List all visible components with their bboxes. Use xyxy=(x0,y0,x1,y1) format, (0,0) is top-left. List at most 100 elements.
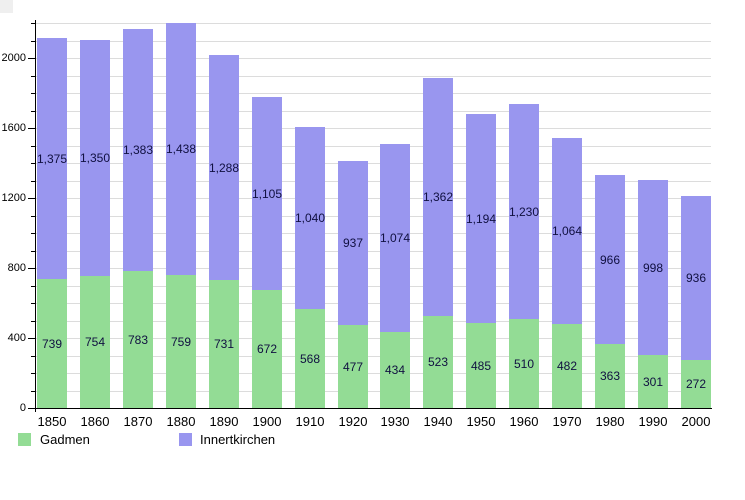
y-minor-tick xyxy=(31,146,35,147)
y-tick-label: 400 xyxy=(7,332,26,344)
x-tick-label: 1880 xyxy=(166,414,196,429)
bar-value-label: 510 xyxy=(513,357,535,371)
bar-value-label: 301 xyxy=(642,375,664,389)
bar-value-label: 477 xyxy=(342,360,364,374)
gridline xyxy=(36,198,711,199)
gridline xyxy=(36,181,711,182)
bar-segment-gadmen xyxy=(380,332,410,408)
gridline xyxy=(36,128,711,129)
bar-value-label: 272 xyxy=(685,377,707,391)
gridline xyxy=(36,58,711,59)
gridline xyxy=(36,146,711,147)
corner-artifact xyxy=(0,0,13,13)
bar-segment-gadmen xyxy=(37,279,67,408)
bar-value-label: 937 xyxy=(342,236,364,250)
y-major-tick xyxy=(28,338,35,339)
gridline xyxy=(36,76,711,77)
y-minor-tick xyxy=(31,251,35,252)
bar-segment-gadmen xyxy=(123,271,153,408)
y-minor-tick xyxy=(31,356,35,357)
gridline xyxy=(36,338,711,339)
bar-value-label: 1,074 xyxy=(379,231,411,245)
gridline xyxy=(36,111,711,112)
gridline xyxy=(36,373,711,374)
y-minor-tick xyxy=(31,76,35,77)
bar-segment-innertkirchen xyxy=(37,38,67,279)
bar-segment-innertkirchen xyxy=(552,138,582,324)
x-tick-label: 1980 xyxy=(595,414,625,429)
bar-segment-innertkirchen xyxy=(466,114,496,323)
bar-segment-innertkirchen xyxy=(252,97,282,290)
bar-segment-innertkirchen xyxy=(638,180,668,355)
y-minor-tick xyxy=(31,286,35,287)
gridline xyxy=(36,356,711,357)
bar-value-label: 754 xyxy=(84,335,106,349)
bar-value-label: 966 xyxy=(599,253,621,267)
y-tick-label: 2000 xyxy=(1,52,26,64)
gridline xyxy=(36,251,711,252)
y-minor-tick xyxy=(31,391,35,392)
gridline xyxy=(36,286,711,287)
bar-value-label: 1,438 xyxy=(165,142,197,156)
bar-value-label: 672 xyxy=(256,342,278,356)
y-major-tick xyxy=(28,408,35,409)
y-minor-tick xyxy=(31,93,35,94)
bar-value-label: 485 xyxy=(470,359,492,373)
bar-segment-gadmen xyxy=(80,276,110,408)
bar-value-label: 739 xyxy=(41,337,63,351)
y-minor-tick xyxy=(31,111,35,112)
x-tick-label: 1860 xyxy=(80,414,110,429)
gridline xyxy=(36,163,711,164)
y-major-tick xyxy=(28,58,35,59)
gridline xyxy=(36,268,711,269)
y-tick-label: 1200 xyxy=(1,192,26,204)
x-tick-label: 1960 xyxy=(509,414,539,429)
y-major-tick xyxy=(28,128,35,129)
x-tick-label: 1920 xyxy=(338,414,368,429)
y-minor-tick xyxy=(31,163,35,164)
y-minor-tick xyxy=(31,216,35,217)
bar-segment-gadmen xyxy=(209,280,239,408)
legend-swatch-gadmen xyxy=(18,433,31,446)
bar-value-label: 568 xyxy=(299,352,321,366)
bar-value-label: 783 xyxy=(127,333,149,347)
bar-value-label: 759 xyxy=(170,335,192,349)
y-minor-tick xyxy=(31,321,35,322)
bar-value-label: 731 xyxy=(213,337,235,351)
bar-value-label: 1,383 xyxy=(122,143,154,157)
bar-segment-gadmen xyxy=(338,325,368,408)
bar-segment-gadmen xyxy=(295,309,325,408)
y-major-tick xyxy=(28,268,35,269)
y-minor-tick xyxy=(31,303,35,304)
bar-segment-innertkirchen xyxy=(80,40,110,276)
x-tick-label: 2000 xyxy=(681,414,711,429)
bar-segment-innertkirchen xyxy=(681,196,711,360)
y-minor-tick xyxy=(31,181,35,182)
x-tick-label: 1970 xyxy=(552,414,582,429)
bar-segment-gadmen xyxy=(681,360,711,408)
x-tick-label: 1910 xyxy=(295,414,325,429)
bar-segment-innertkirchen xyxy=(509,104,539,319)
bar-segment-gadmen xyxy=(252,290,282,408)
bar-value-label: 523 xyxy=(427,355,449,369)
gridline xyxy=(36,23,711,24)
bar-value-label: 1,040 xyxy=(294,211,326,225)
bar-value-label: 1,375 xyxy=(36,152,68,166)
gridline xyxy=(36,303,711,304)
y-minor-tick xyxy=(31,23,35,24)
gridline xyxy=(36,391,711,392)
x-tick-label: 1940 xyxy=(423,414,453,429)
x-axis-line xyxy=(35,408,712,409)
y-axis-line xyxy=(35,20,36,412)
bar-segment-innertkirchen xyxy=(380,144,410,332)
x-tick-label: 1900 xyxy=(252,414,282,429)
bar-value-label: 1,194 xyxy=(465,212,497,226)
bar-segment-gadmen xyxy=(638,355,668,408)
y-minor-tick xyxy=(31,233,35,234)
bar-segment-innertkirchen xyxy=(209,55,239,280)
bar-segment-gadmen xyxy=(466,323,496,408)
gridline xyxy=(36,321,711,322)
bar-value-label: 936 xyxy=(685,271,707,285)
bar-value-label: 998 xyxy=(642,261,664,275)
